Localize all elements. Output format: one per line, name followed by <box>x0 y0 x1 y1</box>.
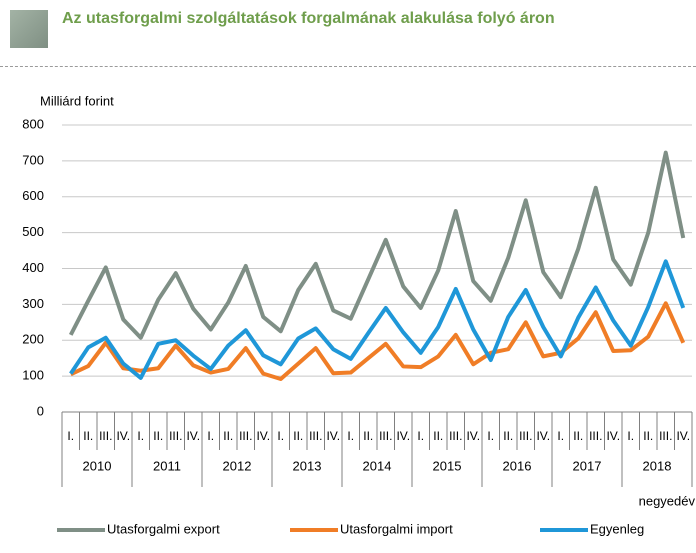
y-tick-label: 300 <box>22 296 44 311</box>
y-tick-label: 100 <box>22 368 44 383</box>
x-axis-label: negyedév <box>639 493 696 508</box>
year-label: 2012 <box>223 458 252 473</box>
x-tick-label: III. <box>659 429 672 443</box>
x-tick-label: III. <box>99 429 112 443</box>
chart-title: Az utasforgalmi szolgáltatások forgalmán… <box>62 10 555 27</box>
legend-label: Utasforgalmi import <box>340 521 453 536</box>
x-tick-label: I. <box>347 429 354 443</box>
y-tick-label: 500 <box>22 224 44 239</box>
year-label: 2017 <box>573 458 602 473</box>
x-tick-label: I. <box>137 429 144 443</box>
x-tick-label: IV. <box>396 429 410 443</box>
x-tick-label: III. <box>169 429 182 443</box>
x-tick-label: IV. <box>116 429 130 443</box>
x-tick-label: II. <box>503 429 513 443</box>
x-tick-label: I. <box>557 429 564 443</box>
year-label: 2013 <box>293 458 322 473</box>
x-tick-label: III. <box>239 429 252 443</box>
x-tick-label: I. <box>277 429 284 443</box>
year-label: 2014 <box>363 458 392 473</box>
x-tick-label: I. <box>67 429 74 443</box>
x-tick-label: IV. <box>256 429 270 443</box>
x-tick-label: I. <box>417 429 424 443</box>
x-tick-label: III. <box>379 429 392 443</box>
year-label: 2016 <box>503 458 532 473</box>
x-tick-label: IV. <box>326 429 340 443</box>
y-tick-label: 0 <box>37 403 44 418</box>
x-tick-label: IV. <box>466 429 480 443</box>
legend-label: Utasforgalmi export <box>107 521 220 536</box>
x-tick-label: II. <box>433 429 443 443</box>
legend-label: Egyenleg <box>590 521 644 536</box>
x-tick-label: III. <box>589 429 602 443</box>
x-tick-label: II. <box>293 429 303 443</box>
series-line <box>68 150 686 340</box>
title-icon <box>10 10 48 48</box>
x-tick-label: II. <box>153 429 163 443</box>
x-tick-label: I. <box>627 429 634 443</box>
x-tick-label: III. <box>309 429 322 443</box>
y-tick-label: 700 <box>22 152 44 167</box>
y-tick-label: 800 <box>22 116 44 131</box>
x-tick-label: II. <box>363 429 373 443</box>
x-tick-label: I. <box>207 429 214 443</box>
y-tick-label: 400 <box>22 260 44 275</box>
x-tick-label: II. <box>643 429 653 443</box>
series-line <box>69 301 686 381</box>
year-label: 2015 <box>433 458 462 473</box>
year-label: 2010 <box>83 458 112 473</box>
x-tick-label: II. <box>83 429 93 443</box>
x-tick-label: II. <box>573 429 583 443</box>
y-axis-label: Milliárd forint <box>40 93 114 108</box>
header: Az utasforgalmi szolgáltatások forgalmán… <box>0 0 696 67</box>
year-label: 2018 <box>643 458 672 473</box>
x-tick-label: IV. <box>676 429 690 443</box>
series-line <box>69 259 686 380</box>
x-tick-label: IV. <box>536 429 550 443</box>
x-tick-label: IV. <box>606 429 620 443</box>
y-tick-label: 600 <box>22 188 44 203</box>
x-tick-label: IV. <box>186 429 200 443</box>
x-tick-label: III. <box>449 429 462 443</box>
x-tick-label: III. <box>519 429 532 443</box>
x-tick-label: II. <box>223 429 233 443</box>
x-tick-label: I. <box>487 429 494 443</box>
year-label: 2011 <box>153 458 181 473</box>
y-tick-label: 200 <box>22 332 44 347</box>
